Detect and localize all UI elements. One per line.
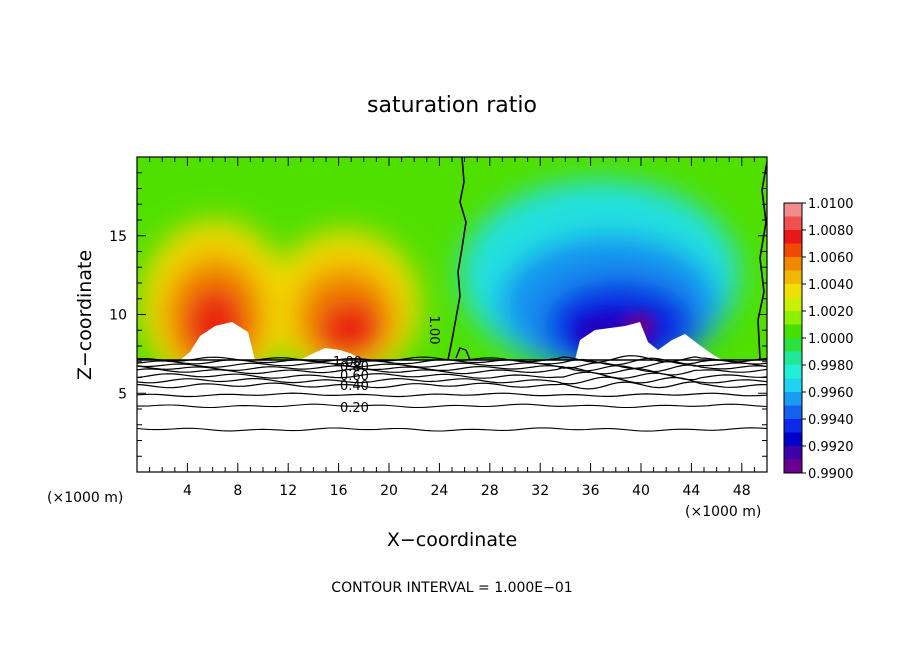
y-tick-label: 15: [109, 229, 127, 245]
colorbar-swatch: [784, 297, 802, 312]
x-tick-label: 12: [279, 483, 297, 499]
colorbar-swatch: [784, 203, 802, 217]
colorbar-swatch: [784, 243, 802, 258]
contour-1-00-right: [757, 161, 767, 360]
colorbar-label: 1.0040: [808, 278, 854, 293]
colorbar-swatch: [784, 270, 802, 285]
colorbar-label: 0.9980: [808, 359, 854, 374]
cloud-top-label: 1.00: [426, 316, 441, 345]
contour-label: 0.20: [340, 401, 369, 416]
contour-line: [136, 364, 768, 373]
contour-line: [136, 376, 768, 385]
colorbar-swatch: [784, 392, 802, 406]
colorbar-swatch: [784, 230, 802, 244]
colorbar-swatch: [784, 324, 802, 339]
x-tick-label: 8: [233, 483, 242, 499]
colorbar-swatch: [784, 405, 802, 420]
x-tick-label: 32: [531, 483, 549, 499]
contour-1-00: [447, 157, 467, 360]
contour-interval-footer: CONTOUR INTERVAL = 1.000E−01: [331, 580, 572, 596]
colorbar-swatch: [784, 284, 802, 298]
y-tick-label: 5: [118, 386, 127, 402]
x-tick-label: 4: [183, 483, 192, 499]
lower-contours: [136, 355, 768, 432]
x-axis-title: X−coordinate: [387, 529, 517, 551]
x-tick-label: 44: [682, 483, 700, 499]
colorbar-swatch: [784, 257, 802, 271]
contour-line: [136, 366, 768, 376]
contour-label: 1.00: [333, 355, 362, 370]
chart-title: saturation ratio: [367, 93, 537, 118]
colorbar-label: 1.0020: [808, 305, 854, 320]
colorbar-swatch: [784, 338, 802, 352]
colorbar-label: 1.0100: [808, 197, 854, 212]
contour-label: 0.80: [340, 360, 369, 375]
colorbar-label: 1.0060: [808, 251, 854, 266]
colorbar-label: 0.9900: [808, 467, 854, 482]
colorbar-label: 1.0000: [808, 332, 854, 347]
contour-line: [137, 403, 768, 409]
contour-label: 0.60: [340, 369, 369, 384]
y-tick-label: 10: [109, 308, 127, 324]
cloud-patch: [575, 322, 722, 360]
contour-line: [136, 360, 768, 369]
colorbar-swatch: [784, 365, 802, 379]
x-tick-label: 16: [330, 483, 348, 499]
contour-line: [136, 381, 767, 390]
colorbar-swatch: [784, 419, 802, 433]
x-tick-label: 28: [481, 483, 499, 499]
saturation-field: [137, 157, 767, 360]
cloud-patch: [180, 322, 255, 360]
colorbar-swatch: [784, 216, 802, 231]
colorbar-swatch: [784, 311, 802, 325]
contour-label: 0.40: [340, 379, 369, 394]
cloud-patch: [300, 348, 362, 360]
y-axis: 5 10 15: [109, 172, 767, 457]
colorbar-swatch: [784, 432, 802, 447]
contour-line: [136, 427, 768, 432]
colorbar-label: 0.9920: [808, 440, 854, 455]
x-tick-label: 20: [380, 483, 398, 499]
x-tick-label: 24: [430, 483, 448, 499]
colorbar-label: 0.9940: [808, 413, 854, 428]
y-axis-title: Z−coordinate: [74, 250, 96, 380]
x-axis: 4 8 12 16 20 24 28 32 36 40 44 48: [149, 157, 755, 499]
colorbar-label: 1.0080: [808, 224, 854, 239]
colorbar-swatch: [784, 378, 802, 393]
x-unit-label-left: (×1000 m): [47, 490, 123, 506]
colorbar-swatch: [784, 351, 802, 366]
contour-line: [136, 392, 768, 398]
colorbar-swatch: [784, 446, 802, 460]
colorbar: 1.0100 1.0080 1.0060 1.0040 1.0020 1.0000 0.99…: [783, 197, 854, 482]
contour-labels: 0.20 0.40 0.60 0.80 1.00: [333, 355, 369, 416]
x-tick-label: 36: [582, 483, 600, 499]
contour-1-00-loop: [455, 347, 471, 360]
colorbar-swatch: [784, 459, 802, 474]
x-tick-label: 40: [632, 483, 650, 499]
colorbar-label: 0.9960: [808, 386, 854, 401]
x-tick-label: 48: [733, 483, 751, 499]
x-unit-label-right: (×1000 m): [685, 504, 761, 520]
